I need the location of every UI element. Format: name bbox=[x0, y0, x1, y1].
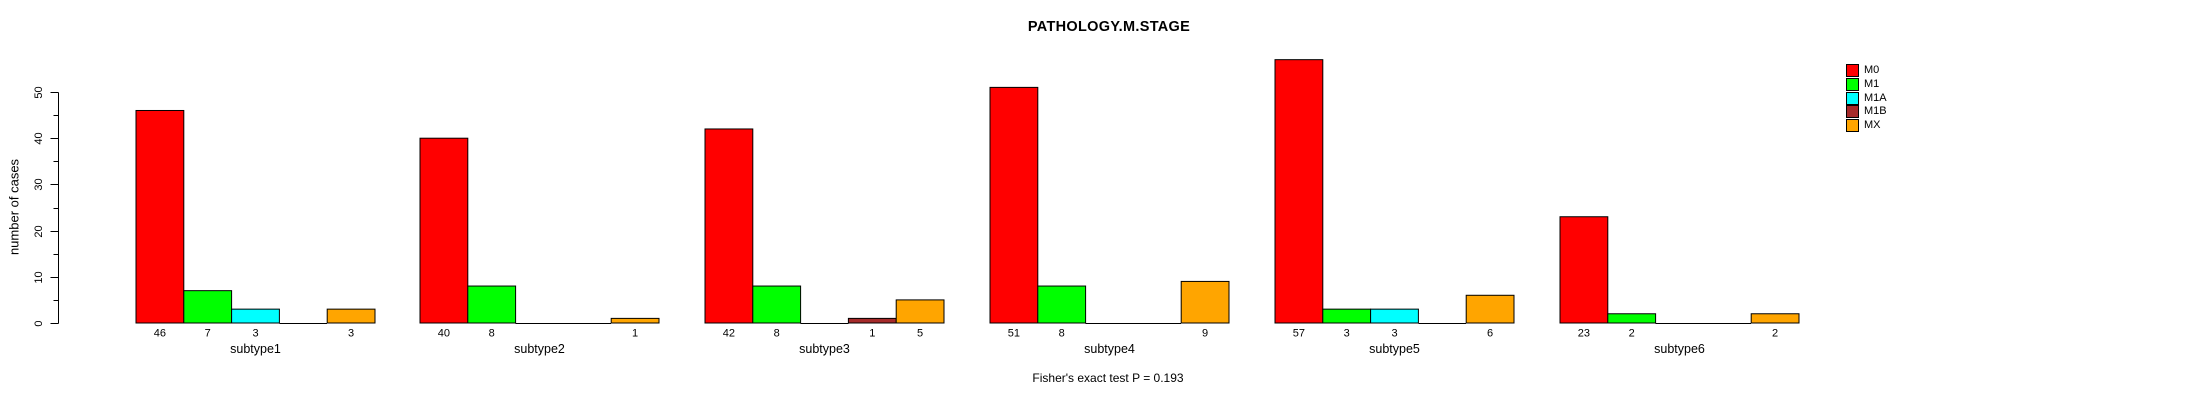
legend-swatch-m1a bbox=[1846, 91, 1859, 105]
legend-swatch-m1b bbox=[1846, 105, 1859, 119]
y-tick-label: 30 bbox=[33, 178, 45, 190]
bar-subtype3-M1 bbox=[752, 285, 802, 324]
bar-value-label-subtype4-MX: 9 bbox=[1202, 328, 1208, 340]
legend-label-mx: MX bbox=[1864, 119, 1881, 132]
bar-value-label-subtype6-M0: 23 bbox=[1578, 328, 1590, 340]
bar-subtype6-MX bbox=[1750, 313, 1800, 324]
category-label-subtype6: subtype6 bbox=[1654, 342, 1705, 356]
legend-label-m1a: M1A bbox=[1864, 91, 1887, 104]
bar-subtype2-M0 bbox=[419, 137, 469, 324]
bar-value-label-subtype5-MX: 6 bbox=[1487, 328, 1493, 340]
bar-subtype2-M1 bbox=[467, 285, 517, 324]
bar-value-label-subtype3-M0: 42 bbox=[723, 328, 735, 340]
bar-subtype1-MX bbox=[326, 308, 376, 324]
bar-subtype2-MX bbox=[610, 317, 660, 324]
legend-label-m1: M1 bbox=[1864, 78, 1880, 91]
legend-item-m1b: M1B bbox=[1846, 105, 1887, 119]
bar-value-label-subtype3-M1B: 1 bbox=[869, 328, 875, 340]
category-label-subtype1: subtype1 bbox=[230, 342, 281, 356]
legend-label-m1b: M1B bbox=[1864, 105, 1887, 118]
chart-title: PATHOLOGY.M.STAGE bbox=[1027, 19, 1191, 35]
bar-value-label-subtype2-MX: 1 bbox=[632, 328, 638, 340]
bar-subtype5-MX bbox=[1465, 294, 1515, 324]
bar-subtype1-M0 bbox=[135, 109, 185, 324]
bar-value-label-subtype2-M0: 40 bbox=[438, 328, 450, 340]
legend-item-mx: MX bbox=[1846, 119, 1887, 133]
legend-item-m1a: M1A bbox=[1846, 91, 1887, 105]
bar-value-label-subtype4-M0: 51 bbox=[1008, 328, 1020, 340]
legend: M0 M1 M1A M1B MX bbox=[1846, 64, 1887, 133]
legend-item-m1: M1 bbox=[1846, 78, 1887, 92]
y-tick-label: 10 bbox=[33, 271, 45, 283]
bar-subtype1-M1 bbox=[183, 290, 233, 324]
bar-value-label-subtype6-MX: 2 bbox=[1772, 328, 1778, 340]
y-tick-label: 40 bbox=[33, 132, 45, 144]
bar-value-label-subtype6-M1: 2 bbox=[1629, 328, 1635, 340]
bar-subtype5-M1 bbox=[1322, 308, 1372, 324]
bar-value-label-subtype1-M0: 46 bbox=[154, 328, 166, 340]
legend-label-m0: M0 bbox=[1864, 64, 1880, 77]
category-label-subtype3: subtype3 bbox=[799, 342, 850, 356]
bar-value-label-subtype3-MX: 5 bbox=[917, 328, 923, 340]
category-label-subtype2: subtype2 bbox=[514, 342, 565, 356]
category-label-subtype4: subtype4 bbox=[1084, 342, 1135, 356]
category-label-subtype5: subtype5 bbox=[1369, 342, 1420, 356]
bar-subtype6-M1 bbox=[1607, 313, 1657, 324]
legend-swatch-mx bbox=[1846, 119, 1859, 133]
bar-subtype3-MX bbox=[895, 299, 945, 324]
y-tick-label: 0 bbox=[33, 320, 45, 326]
bar-subtype4-M0 bbox=[989, 86, 1039, 324]
y-tick-label: 20 bbox=[33, 225, 45, 237]
bar-value-label-subtype1-M1: 7 bbox=[205, 328, 211, 340]
fisher-test-annotation: Fisher's exact test P = 0.193 bbox=[1032, 371, 1184, 385]
bar-subtype6-M0 bbox=[1559, 216, 1609, 324]
bar-subtype4-MX bbox=[1180, 280, 1230, 324]
bar-subtype3-M1B bbox=[847, 317, 897, 324]
legend-swatch-m0 bbox=[1846, 64, 1859, 78]
bar-value-label-subtype2-M1: 8 bbox=[489, 328, 495, 340]
legend-swatch-m1 bbox=[1846, 78, 1859, 92]
y-tick-label: 50 bbox=[33, 86, 45, 98]
bar-value-label-subtype1-MX: 3 bbox=[348, 328, 354, 340]
bar-value-label-subtype5-M1: 3 bbox=[1344, 328, 1350, 340]
bar-value-label-subtype4-M1: 8 bbox=[1059, 328, 1065, 340]
bar-subtype5-M1A bbox=[1370, 308, 1419, 324]
bar-subtype3-M0 bbox=[704, 128, 754, 324]
bar-value-label-subtype5-M1A: 3 bbox=[1391, 328, 1397, 340]
bar-value-label-subtype1-M1A: 3 bbox=[252, 328, 258, 340]
bar-value-label-subtype3-M1: 8 bbox=[774, 328, 780, 340]
bar-subtype4-M1 bbox=[1037, 285, 1087, 324]
bar-subtype1-M1A bbox=[231, 308, 280, 324]
bar-value-label-subtype5-M0: 57 bbox=[1293, 328, 1305, 340]
bar-subtype5-M0 bbox=[1274, 59, 1324, 324]
legend-item-m0: M0 bbox=[1846, 64, 1887, 78]
